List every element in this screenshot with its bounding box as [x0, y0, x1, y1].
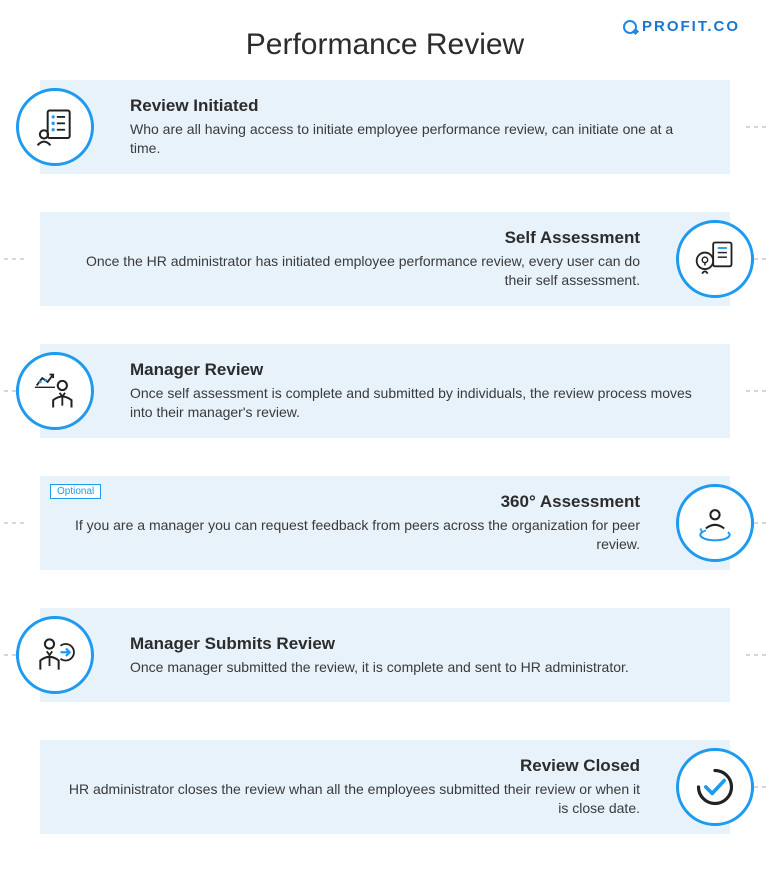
step-bar: Review Closed HR administrator closes th… [40, 740, 730, 834]
brand-logo: PROFIT.CO [623, 18, 740, 35]
step-title: Manager Submits Review [130, 634, 704, 654]
step-desc: Who are all having access to initiate em… [130, 120, 704, 158]
connector-3-4 [746, 391, 770, 523]
step-review-closed: Review Closed HR administrator closes th… [40, 740, 730, 834]
step-bar: Optional 360° Assessment If you are a ma… [40, 476, 730, 570]
logo-mark-icon [623, 20, 637, 34]
step-360-assessment: Optional 360° Assessment If you are a ma… [40, 476, 730, 570]
manager-submits-icon [16, 616, 94, 694]
step-title: Self Assessment [66, 228, 640, 248]
step-bar: Manager Submits Review Once manager subm… [40, 608, 730, 702]
step-review-initiated: Review Initiated Who are all having acce… [40, 80, 730, 174]
step-desc: Once the HR administrator has initiated … [66, 252, 640, 290]
connector-5-6 [746, 655, 770, 787]
connector-1-2 [746, 127, 770, 259]
page-title: Performance Review [0, 0, 770, 80]
step-title: Manager Review [130, 360, 704, 380]
review-initiated-icon [16, 88, 94, 166]
step-self-assessment: Self Assessment Once the HR administrato… [40, 212, 730, 306]
step-bar: Self Assessment Once the HR administrato… [40, 212, 730, 306]
step-desc: HR administrator closes the review whan … [66, 780, 640, 818]
step-bar: Review Initiated Who are all having acce… [40, 80, 730, 174]
step-desc: If you are a manager you can request fee… [66, 516, 640, 554]
flow-container: Review Initiated Who are all having acce… [0, 80, 770, 834]
step-manager-review: Manager Review Once self assessment is c… [40, 344, 730, 438]
manager-review-icon [16, 352, 94, 430]
review-closed-icon [676, 748, 754, 826]
step-title: Review Closed [66, 756, 640, 776]
step-desc: Once self assessment is complete and sub… [130, 384, 704, 422]
step-manager-submits: Manager Submits Review Once manager subm… [40, 608, 730, 702]
step-title: 360° Assessment [66, 492, 640, 512]
optional-badge: Optional [50, 484, 101, 499]
360-assessment-icon [676, 484, 754, 562]
self-assessment-icon [676, 220, 754, 298]
step-title: Review Initiated [130, 96, 704, 116]
step-bar: Manager Review Once self assessment is c… [40, 344, 730, 438]
step-desc: Once manager submitted the review, it is… [130, 658, 704, 677]
logo-text: PROFIT.CO [642, 18, 740, 35]
